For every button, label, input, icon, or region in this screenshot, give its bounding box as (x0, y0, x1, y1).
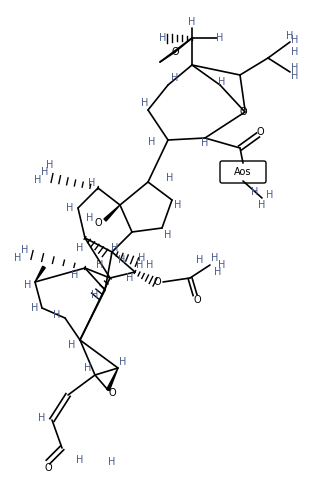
Text: H: H (188, 17, 196, 27)
Text: O: O (171, 47, 179, 57)
Text: H: H (34, 175, 42, 185)
Text: H: H (119, 357, 127, 367)
Text: O: O (94, 218, 102, 228)
Text: H: H (146, 260, 154, 270)
Text: H: H (251, 187, 259, 197)
Text: H: H (216, 33, 224, 43)
Text: H: H (174, 200, 182, 210)
Text: O: O (256, 127, 264, 137)
Text: H: H (166, 173, 174, 183)
Text: H: H (138, 253, 146, 263)
Text: H: H (291, 35, 299, 45)
Text: H: H (218, 260, 226, 270)
Polygon shape (107, 368, 118, 391)
Text: H: H (96, 260, 104, 270)
Text: H: H (91, 290, 99, 300)
Text: H: H (291, 47, 299, 57)
Polygon shape (35, 266, 45, 282)
Text: O: O (193, 295, 201, 305)
Text: H: H (211, 253, 219, 263)
Text: H: H (148, 137, 156, 147)
Text: H: H (86, 213, 94, 223)
Text: H: H (84, 363, 92, 373)
Text: H: H (41, 167, 49, 177)
Text: H: H (214, 267, 222, 277)
Text: H: H (76, 243, 84, 253)
Text: O: O (239, 107, 247, 117)
Text: H: H (108, 457, 116, 467)
Text: H: H (258, 200, 266, 210)
Text: H: H (31, 303, 39, 313)
Text: H: H (136, 260, 144, 270)
Text: H: H (201, 138, 209, 148)
Text: H: H (164, 230, 172, 240)
Text: H: H (266, 190, 274, 200)
Text: H: H (159, 33, 167, 43)
Text: H: H (68, 340, 76, 350)
Text: H: H (141, 98, 149, 108)
Text: H: H (196, 255, 204, 265)
Text: H: H (46, 160, 54, 170)
Text: O: O (153, 277, 161, 287)
Text: H: H (88, 178, 96, 188)
Text: H: H (38, 413, 46, 423)
Text: H: H (118, 255, 126, 265)
Text: O: O (108, 388, 116, 398)
Text: H: H (53, 310, 61, 320)
Text: H: H (171, 73, 179, 83)
Text: H: H (66, 203, 74, 213)
Text: H: H (218, 77, 226, 87)
Text: O: O (44, 463, 52, 473)
Polygon shape (104, 205, 120, 221)
Text: H: H (76, 455, 84, 465)
Text: H: H (286, 31, 294, 41)
Text: H: H (111, 243, 119, 253)
Text: H: H (71, 270, 79, 280)
FancyBboxPatch shape (220, 161, 266, 183)
Text: H: H (291, 63, 299, 73)
Text: H: H (21, 245, 29, 255)
Text: Aos: Aos (234, 167, 252, 177)
Text: H: H (14, 253, 22, 263)
Text: H: H (24, 280, 32, 290)
Text: H: H (291, 71, 299, 81)
Text: H: H (126, 273, 134, 283)
